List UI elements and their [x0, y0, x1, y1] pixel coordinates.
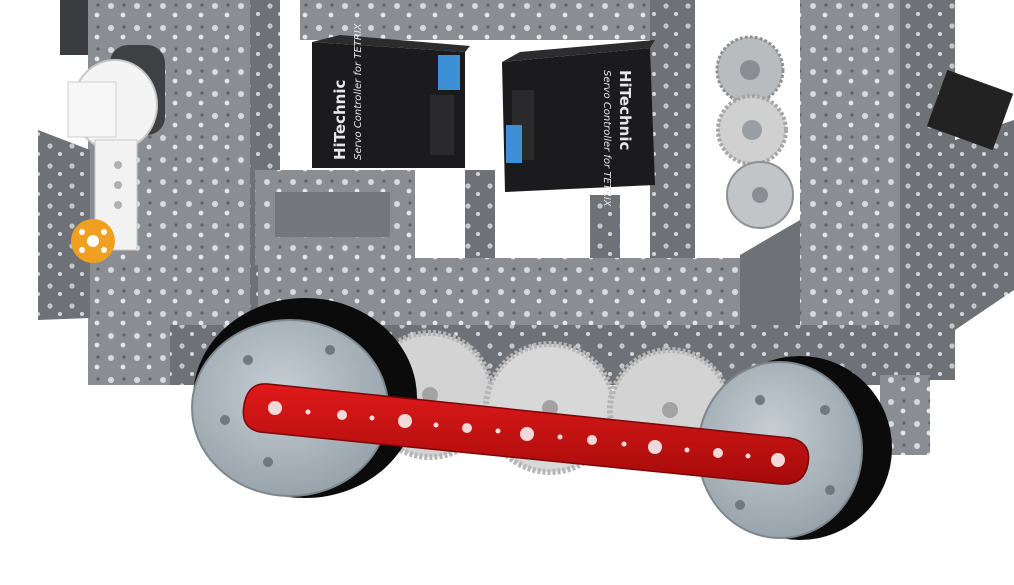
controller-2-model: Servo Controller for TETRIX	[601, 70, 612, 208]
controller-1-model: Servo Controller for TETRIX	[353, 22, 364, 160]
connector-blue-2	[506, 125, 522, 163]
red-beam	[242, 383, 810, 485]
controller-2-brand: HiTechnic	[616, 70, 634, 150]
gear-stack	[715, 35, 1014, 229]
servo-controller-1: HiTechnic Servo Controller for TETRIX	[312, 22, 470, 168]
connector-blue	[438, 55, 460, 90]
right-column	[800, 0, 900, 370]
servo-motor	[60, 0, 165, 251]
orange-hub	[71, 219, 115, 263]
controller-1-brand: HiTechnic	[331, 80, 349, 160]
servo-controller-2: HiTechnic Servo Controller for TETRIX	[502, 40, 655, 208]
